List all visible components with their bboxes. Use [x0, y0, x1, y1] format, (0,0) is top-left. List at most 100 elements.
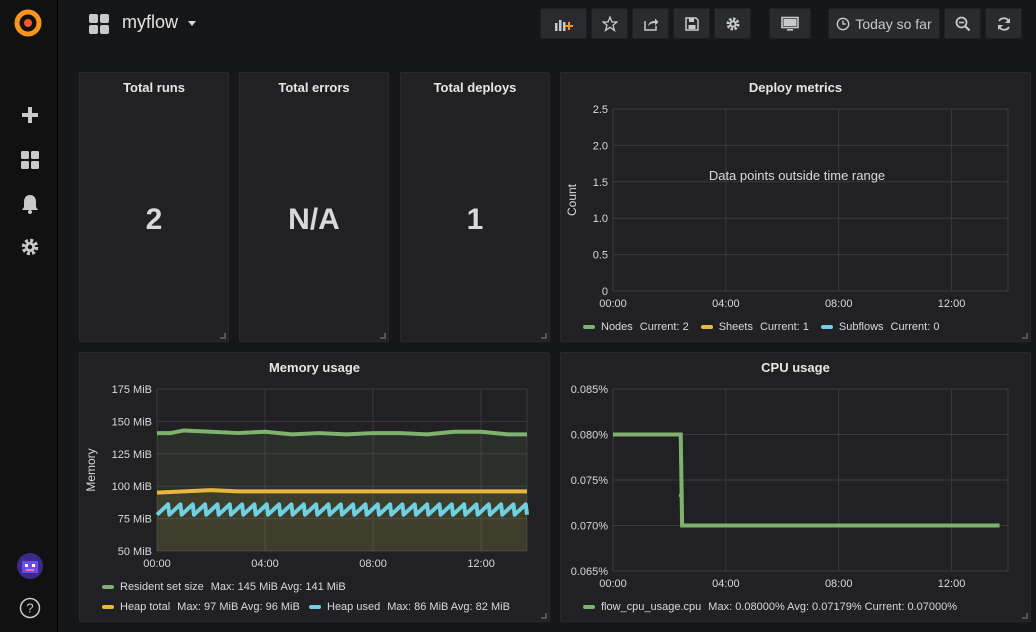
- cpu-usage-panel[interactable]: CPU usage 0.065% 0.070% 0.075% 0.080% 0.085%…: [560, 352, 1031, 622]
- sidebar: ?: [0, 0, 58, 632]
- clock-icon: [836, 17, 850, 30]
- y-tick-label: 0.075%: [571, 475, 609, 487]
- resize-handle[interactable]: [541, 613, 547, 619]
- y-tick-label: 2.5: [593, 104, 608, 116]
- stat-panel-total-errors[interactable]: Total errors N/A: [239, 72, 389, 342]
- y-tick-label: 2.0: [593, 140, 608, 152]
- monitor-icon: [781, 16, 799, 31]
- cpu-usage-chart[interactable]: 0.065% 0.070% 0.075% 0.080% 0.085% 00:00 04:00…: [561, 353, 1032, 623]
- grafana-logo-icon[interactable]: [11, 6, 45, 40]
- legend-stat: Max: 0.08000% Avg: 0.07179% Current: 0.0…: [708, 601, 957, 613]
- legend-item-heap-total[interactable]: Heap total Max: 97 MiB Avg: 96 MiB: [102, 601, 300, 613]
- memory-usage-panel[interactable]: Memory usage 50 MiB 75 MiB 100 MiB 125 MiB 1…: [79, 352, 550, 622]
- y-tick-label: 125 MiB: [112, 449, 152, 461]
- x-tick-label: 04:00: [712, 578, 740, 590]
- zoom-out-button[interactable]: [944, 8, 981, 39]
- deploy-legend: Nodes Current: 2 Sheets Current: 1 Subfl…: [583, 321, 939, 333]
- x-tick-label: 04:00: [712, 298, 740, 310]
- panel-title[interactable]: Memory usage: [268, 360, 361, 375]
- y-tick-label: 0.085%: [571, 384, 609, 396]
- data-point: [678, 492, 684, 498]
- time-range-label: Today so far: [855, 15, 932, 32]
- bell-icon[interactable]: [14, 188, 46, 220]
- legend-stat: Current: 2: [639, 321, 689, 333]
- no-data-message: Data points outside time range: [709, 168, 885, 183]
- share-button[interactable]: [632, 8, 669, 39]
- panel-title[interactable]: Total errors: [278, 80, 350, 95]
- tv-mode-button[interactable]: [769, 8, 811, 39]
- x-tick-label: 12:00: [467, 558, 495, 570]
- resize-handle[interactable]: [1022, 333, 1028, 339]
- legend-stat: Current: 1: [759, 321, 809, 333]
- legend-item-subflows[interactable]: Subflows Current: 0: [820, 321, 940, 333]
- add-panel-icon: [554, 19, 573, 31]
- x-tick-label: 12:00: [938, 578, 966, 590]
- y-tick-label: 150 MiB: [112, 416, 152, 428]
- legend-stat: Max: 145 MiB Avg: 141 MiB: [210, 581, 346, 593]
- zoom-out-icon: [955, 16, 970, 31]
- dashboards-icon: [88, 13, 110, 35]
- legend-label: Heap used: [327, 601, 381, 613]
- legend-stat: Max: 86 MiB Avg: 82 MiB: [387, 601, 510, 613]
- deploy-metrics-chart[interactable]: 0 0.5 1.0 1.5 2.0 2.5 00:00 04:00 08:00 12:00 Coun…: [561, 73, 1032, 343]
- save-icon: [684, 16, 699, 31]
- dashboards-icon[interactable]: [14, 144, 46, 176]
- legend-item-flow-cpu-usage[interactable]: flow_cpu_usage.cpu Max: 0.08000% Avg: 0.…: [583, 601, 957, 613]
- legend-stat: Current: 0: [890, 321, 940, 333]
- y-tick-label: 0.5: [593, 250, 608, 262]
- x-tick-label: 04:00: [251, 558, 279, 570]
- gear-icon[interactable]: [14, 231, 46, 263]
- avatar[interactable]: [14, 550, 46, 582]
- star-button[interactable]: [591, 8, 628, 39]
- y-tick-label: 50 MiB: [118, 546, 152, 558]
- top-navbar: myflow Today so far: [58, 0, 1036, 50]
- stat-value: N/A: [288, 203, 340, 236]
- y-tick-label: 0.080%: [571, 430, 609, 442]
- legend-item-resident-set-size[interactable]: Resident set size Max: 145 MiB Avg: 141 …: [102, 581, 346, 593]
- panel-title[interactable]: Deploy metrics: [748, 80, 843, 95]
- legend-label: Subflows: [838, 321, 884, 333]
- add-panel-button[interactable]: [540, 8, 587, 39]
- save-button[interactable]: [673, 8, 710, 39]
- legend-item-sheets[interactable]: Sheets Current: 1: [700, 321, 809, 333]
- resize-handle[interactable]: [380, 333, 386, 339]
- stat-panel-total-runs[interactable]: Total runs 2: [79, 72, 229, 342]
- x-tick-label: 00:00: [599, 578, 627, 590]
- y-axis-label: Memory: [84, 448, 98, 491]
- y-tick-label: 100 MiB: [112, 481, 152, 493]
- y-tick-label: 0: [602, 286, 608, 298]
- x-tick-label: 08:00: [825, 578, 853, 590]
- deploy-metrics-panel[interactable]: Deploy metrics 0 0.5 1.0 1.5 2.0 2.5 00:00 04:0…: [560, 72, 1031, 342]
- y-tick-label: 1.0: [593, 213, 608, 225]
- time-picker-button[interactable]: Today so far: [828, 8, 940, 39]
- x-tick-label: 00:00: [143, 558, 171, 570]
- y-axis-label: Count: [565, 183, 579, 216]
- legend-label: Nodes: [601, 321, 633, 333]
- resize-handle[interactable]: [1022, 613, 1028, 619]
- x-tick-label: 00:00: [599, 298, 627, 310]
- y-tick-label: 0.065%: [571, 566, 609, 578]
- resize-handle[interactable]: [220, 333, 226, 339]
- refresh-button[interactable]: [985, 8, 1022, 39]
- panel-title[interactable]: Total deploys: [433, 80, 517, 95]
- memory-usage-chart[interactable]: 50 MiB 75 MiB 100 MiB 125 MiB 150 MiB 175 MiB…: [80, 353, 551, 623]
- legend-item-heap-used[interactable]: Heap used Max: 86 MiB Avg: 82 MiB: [309, 601, 510, 613]
- dashboard-title[interactable]: myflow: [122, 12, 179, 32]
- series-line: [155, 502, 529, 517]
- chevron-down-icon[interactable]: [188, 21, 196, 26]
- refresh-icon: [997, 16, 1010, 31]
- y-tick-label: 0.070%: [571, 521, 609, 533]
- resize-handle[interactable]: [541, 333, 547, 339]
- star-icon: [601, 15, 618, 32]
- legend-item-nodes[interactable]: Nodes Current: 2: [583, 321, 689, 333]
- y-tick-label: 1.5: [593, 177, 608, 189]
- stat-panel-total-deploys[interactable]: Total deploys 1: [400, 72, 550, 342]
- panel-title[interactable]: CPU usage: [761, 360, 830, 375]
- stat-value: 1: [466, 203, 484, 236]
- panel-title[interactable]: Total runs: [123, 80, 185, 95]
- series-fill: [157, 490, 527, 551]
- help-icon[interactable]: ?: [14, 592, 46, 624]
- plus-icon[interactable]: [14, 99, 46, 131]
- legend-stat: Max: 97 MiB Avg: 96 MiB: [177, 601, 300, 613]
- settings-button[interactable]: [714, 8, 751, 39]
